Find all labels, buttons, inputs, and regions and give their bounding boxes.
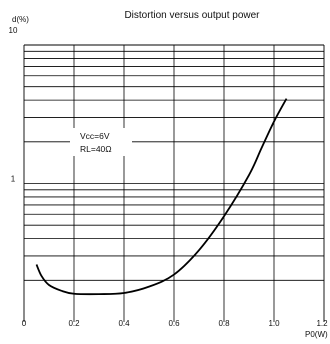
x-tick-label: 0	[22, 319, 27, 328]
x-tick-label: 0.4	[118, 319, 130, 328]
chart-title: Distortion versus output power	[124, 10, 260, 21]
annotation-background	[70, 128, 132, 156]
x-tick-label: 1.0	[268, 319, 280, 328]
grid-lines	[23, 44, 325, 322]
annotation-vcc: Vcc=6V	[80, 131, 110, 141]
x-tick-label: 0.8	[218, 319, 230, 328]
annotation-rl: RL=40Ω	[80, 144, 112, 154]
y-tick-label: 10	[9, 26, 18, 35]
y-axis-label: d(%)	[12, 15, 29, 24]
distortion-curve	[35, 98, 288, 296]
x-tick-label: 0.2	[68, 319, 80, 328]
x-tick-label: 0.6	[168, 319, 180, 328]
x-tick-label: 1.2	[316, 319, 328, 328]
y-tick-label: 1	[11, 175, 16, 184]
x-axis-label: P0(W)	[305, 330, 328, 339]
